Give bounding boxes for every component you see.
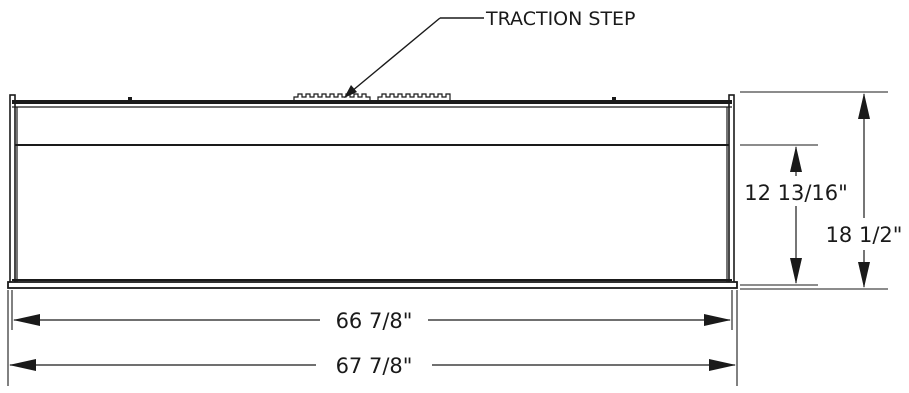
top-tick-right xyxy=(612,97,616,100)
overall-height-arrow-bottom xyxy=(858,262,870,288)
tread-right xyxy=(377,93,451,101)
traction-step-callout xyxy=(344,17,484,98)
dim-inner-height xyxy=(740,144,818,286)
callout-arrowhead xyxy=(344,85,357,98)
dim-inner-width xyxy=(11,290,733,330)
dim-overall-height xyxy=(740,91,888,290)
dim-overall-width xyxy=(7,290,738,386)
overall-width-label: 67 7/8" xyxy=(336,354,413,378)
overall-width-arrow-left xyxy=(9,359,36,371)
traction-step-treads xyxy=(293,93,451,101)
step-body xyxy=(7,94,738,289)
overall-width-arrow-right xyxy=(709,359,736,371)
left-end-post xyxy=(9,94,16,286)
top-tick-left xyxy=(128,97,132,100)
inner-width-arrow-left xyxy=(13,314,40,326)
inner-width-arrow-right xyxy=(704,314,731,326)
top-rail xyxy=(12,100,732,104)
inner-height-arrow-top xyxy=(790,146,802,172)
inner-width-label: 66 7/8" xyxy=(336,309,413,333)
callout-leader xyxy=(345,17,441,97)
callout-label: TRACTION STEP xyxy=(485,8,636,30)
inner-height-label: 12 13/16" xyxy=(744,181,848,205)
bottom-plate xyxy=(7,281,738,289)
overall-height-arrow-top xyxy=(858,93,870,119)
inner-height-arrow-bottom xyxy=(790,258,802,284)
tread-left xyxy=(293,93,371,101)
right-end-post xyxy=(728,94,735,286)
overall-height-label: 18 1/2" xyxy=(826,223,903,247)
